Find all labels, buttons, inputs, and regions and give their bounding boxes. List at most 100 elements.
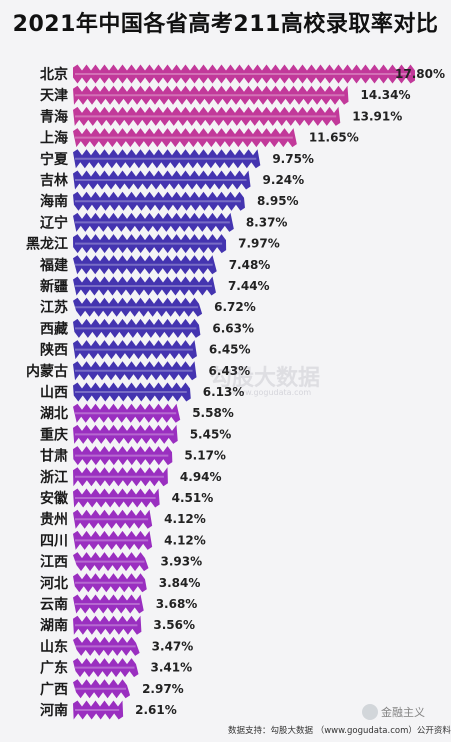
bar (73, 509, 153, 529)
bar (73, 212, 234, 232)
category-label: 吉林 (40, 172, 68, 189)
value-label: 6.13% (203, 385, 245, 399)
bar (73, 382, 191, 402)
value-label: 6.45% (209, 343, 251, 357)
value-label: 5.17% (184, 449, 226, 463)
value-label: 6.63% (212, 321, 254, 335)
category-label: 海南 (40, 193, 68, 210)
value-label: 2.97% (142, 682, 184, 696)
category-label: 陕西 (40, 342, 68, 359)
category-label: 山东 (40, 638, 68, 655)
bar (73, 340, 197, 360)
category-label: 江苏 (40, 299, 68, 316)
category-label: 福建 (39, 257, 68, 274)
value-label: 7.44% (228, 279, 270, 293)
category-label: 江西 (40, 554, 68, 571)
value-label: 3.68% (156, 597, 198, 611)
category-label: 贵州 (40, 511, 68, 528)
bar (73, 594, 144, 614)
bar (73, 318, 201, 338)
category-label: 安徽 (40, 490, 69, 507)
value-label: 3.93% (161, 555, 203, 569)
bar (73, 128, 297, 148)
bar (73, 658, 139, 678)
value-label: 9.75% (272, 152, 314, 166)
bar (73, 552, 149, 572)
category-label: 内蒙古 (26, 363, 68, 380)
value-label: 17.80% (395, 67, 445, 81)
bar (73, 424, 178, 444)
bar (73, 573, 147, 593)
bar (73, 170, 251, 190)
value-label: 4.51% (172, 491, 214, 505)
bar (73, 700, 124, 720)
bar (73, 403, 181, 423)
category-label: 青海 (40, 108, 68, 125)
category-label: 山西 (40, 385, 68, 401)
bar (73, 106, 341, 126)
value-label: 9.24% (263, 173, 305, 187)
bar (73, 361, 197, 381)
value-label: 5.45% (190, 427, 232, 441)
bar (73, 636, 140, 656)
value-label: 4.12% (164, 512, 206, 526)
source-note: 数据支持：勾股大数据 （www.gogudata.com）公开资料整理 (228, 726, 451, 736)
category-label: 天津 (40, 87, 68, 104)
category-label: 西藏 (40, 320, 68, 337)
category-label: 北京 (40, 66, 68, 83)
category-label: 广东 (40, 660, 68, 677)
bar (73, 149, 261, 169)
value-label: 11.65% (309, 131, 359, 145)
category-label: 重庆 (40, 426, 68, 443)
value-label: 5.58% (192, 406, 234, 420)
bar (73, 530, 153, 550)
category-label: 辽宁 (40, 214, 68, 231)
bar (73, 297, 203, 317)
value-label: 4.94% (180, 470, 222, 484)
value-label: 6.43% (209, 364, 251, 378)
bar (73, 255, 217, 275)
value-label: 3.41% (151, 661, 193, 675)
value-label: 7.48% (229, 258, 271, 272)
value-label: 3.47% (152, 639, 194, 653)
category-label: 浙江 (40, 469, 68, 486)
bar (73, 679, 131, 699)
value-label: 6.72% (214, 300, 256, 314)
bar (73, 191, 245, 211)
category-label: 上海 (40, 130, 68, 147)
bar (73, 446, 173, 466)
corner-watermark-text: 金融主义 (381, 706, 425, 719)
wechat-icon (362, 704, 378, 720)
category-label: 甘肃 (40, 448, 68, 465)
bar (73, 64, 415, 84)
value-label: 14.34% (361, 88, 411, 102)
bar (73, 467, 168, 487)
center-watermark: 勾股大数据 (210, 366, 321, 391)
value-label: 13.91% (352, 109, 402, 123)
bar (73, 234, 227, 254)
value-label: 3.84% (159, 576, 201, 590)
value-label: 8.37% (246, 215, 288, 229)
category-label: 湖南 (40, 617, 68, 634)
bar (73, 488, 160, 508)
category-label: 黑龙江 (26, 236, 68, 253)
chart-title: 2021年中国各省高考211高校录取率对比 (12, 12, 439, 37)
category-label: 广西 (40, 681, 68, 698)
category-label: 河南 (40, 702, 68, 719)
category-label: 湖北 (40, 406, 68, 422)
category-label: 四川 (40, 533, 68, 549)
category-label: 云南 (40, 596, 68, 613)
center-watermark-url: www.gogudata.com (232, 388, 312, 397)
bar (73, 615, 142, 635)
value-label: 2.61% (135, 703, 177, 717)
value-label: 8.95% (257, 194, 299, 208)
category-label: 新疆 (40, 278, 68, 295)
category-label: 宁夏 (40, 151, 69, 168)
value-label: 7.97% (238, 237, 280, 251)
corner-watermark: 金融主义 (362, 704, 425, 720)
value-label: 3.56% (153, 618, 195, 632)
bar (73, 276, 216, 296)
category-label: 河北 (40, 575, 68, 592)
value-label: 4.12% (164, 533, 206, 547)
